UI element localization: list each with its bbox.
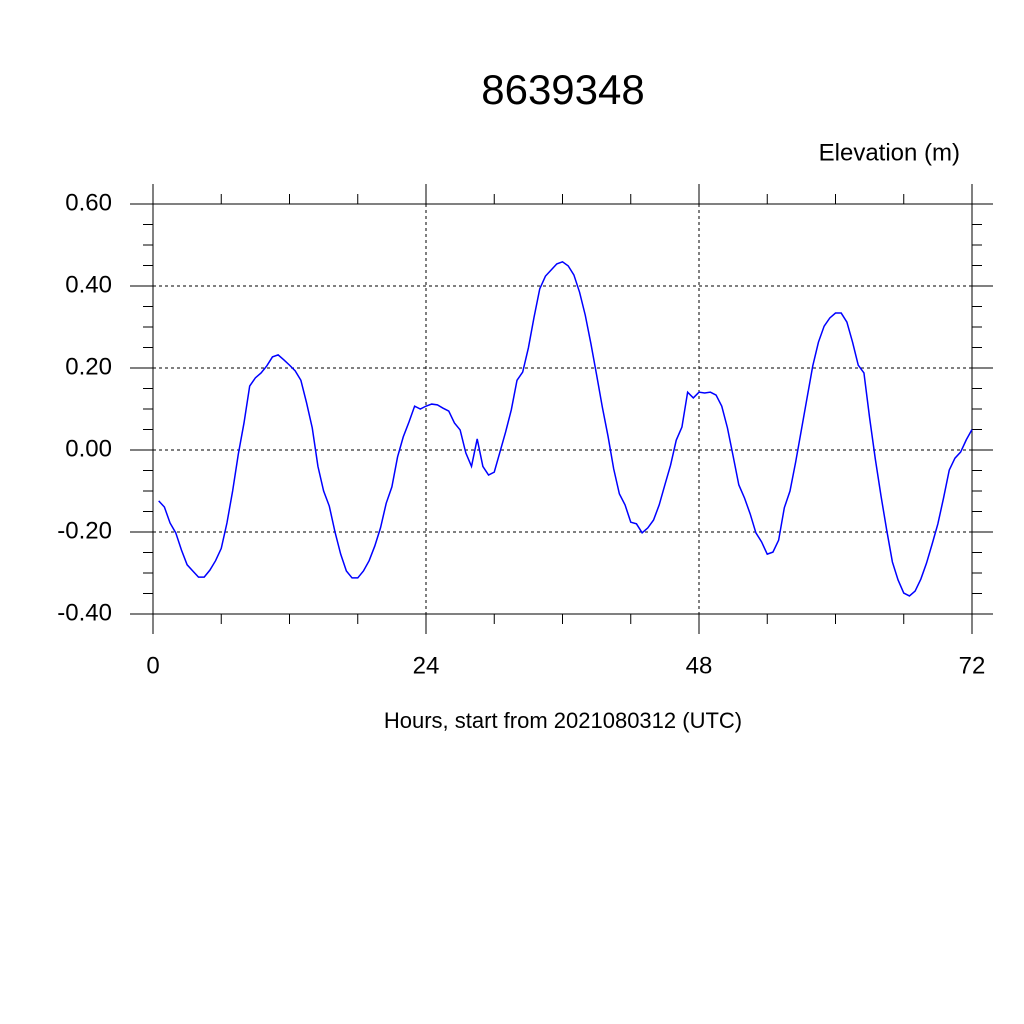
- y-tick-label: 0.40: [65, 271, 112, 298]
- x-tick-label: 48: [686, 652, 713, 679]
- plot-frame: [152, 203, 973, 615]
- chart-title: 8639348: [481, 66, 645, 113]
- y-tick-label: 0.60: [65, 189, 112, 216]
- x-axis-label: Hours, start from 2021080312 (UTC): [384, 708, 742, 733]
- y-tick-label: -0.40: [57, 599, 112, 626]
- data-line: [158, 260, 973, 597]
- y-tick-label: -0.20: [57, 517, 112, 544]
- y-axis-label: Elevation (m): [819, 139, 960, 166]
- x-tick-label: 72: [959, 652, 986, 679]
- y-tick-label: 0.00: [65, 435, 112, 462]
- x-tick-label: 0: [146, 652, 159, 679]
- x-tick-label: 24: [413, 652, 440, 679]
- y-tick-label: 0.20: [65, 353, 112, 380]
